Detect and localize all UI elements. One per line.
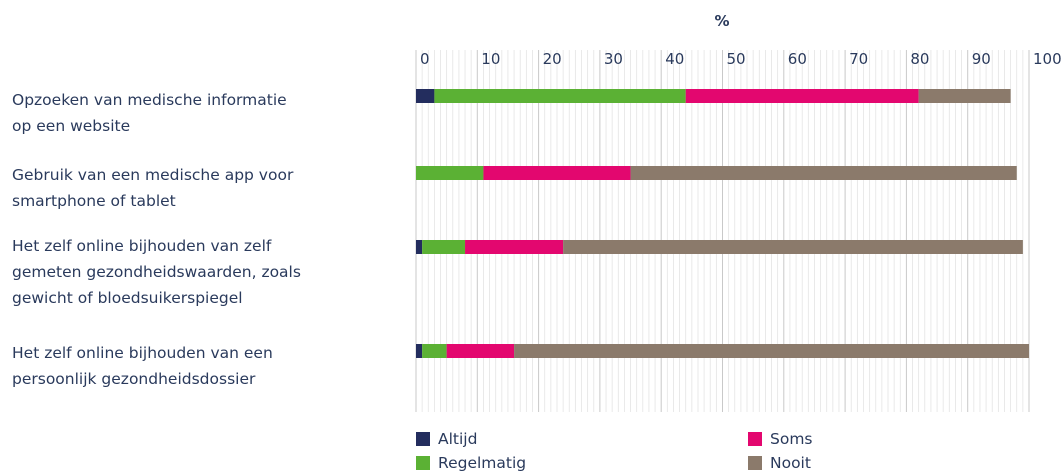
category-label-line: persoonlijk gezondheidsdossier [12,370,256,388]
x-tick-label: 90 [972,50,991,68]
category-label-4: Het zelf online bijhouden van een persoo… [12,340,273,392]
bar-segment-regelmatig [434,89,686,103]
category-label-line: Het zelf online bijhouden van een [12,344,273,362]
x-tick-label: 30 [604,50,623,68]
bar-segment-regelmatig [422,344,447,358]
legend-label: Nooit [770,454,811,472]
x-tick-label: 60 [788,50,807,68]
x-tick-label: 50 [727,50,746,68]
x-tick-label: 10 [481,50,500,68]
bar-segment-altijd [416,240,423,254]
x-tick-label: 20 [543,50,562,68]
bar-segment-soms [446,344,515,358]
category-label-line: gewicht of bloedsuikerspiegel [12,289,243,307]
category-label-line: Gebruik van een medische app voor [12,166,294,184]
x-axis-ticks: 0 10 20 30 40 50 60 70 80 90 100 [420,50,1062,68]
category-label-2: Gebruik van een medische app voor smartp… [12,162,293,214]
category-label-line: Het zelf online bijhouden van zelf [12,237,272,255]
category-label-line: op een website [12,117,131,135]
category-label-line: gemeten gezondheidswaarden, zoals [12,263,301,281]
bar-segment-nooit [630,166,1017,180]
x-tick-label: 100 [1033,50,1062,68]
bar-segment-nooit [563,240,1023,254]
bar-segment-regelmatig [422,240,466,254]
x-tick-label: 80 [910,50,929,68]
category-label-line: Opzoeken van medische informatie [12,91,287,109]
bar-segment-soms [685,89,919,103]
legend-swatch [416,432,430,446]
bar-segment-nooit [918,89,1011,103]
bar-segment-nooit [514,344,1029,358]
legend-label: Altijd [438,430,478,448]
x-tick-label: 40 [665,50,684,68]
bar-segment-regelmatig [416,166,484,180]
bar-segment-altijd [416,344,423,358]
bar-segment-altijd [416,89,435,103]
category-label-3: Het zelf online bijhouden van zelf gemet… [12,233,301,311]
x-tick-label: 70 [849,50,868,68]
bar-segment-soms [483,166,631,180]
category-label-1: Opzoeken van medische informatie op een … [12,87,287,139]
x-tick-label: 0 [420,50,430,68]
bar-segment-soms [465,240,564,254]
legend-swatch [748,432,762,446]
legend-swatch [416,456,430,470]
legend-label: Soms [770,430,813,448]
category-label-line: smartphone of tablet [12,192,176,210]
legend-label: Regelmatig [438,454,527,472]
legend-swatch [748,456,762,470]
x-axis-title: % [714,12,729,30]
bars [416,89,1029,358]
